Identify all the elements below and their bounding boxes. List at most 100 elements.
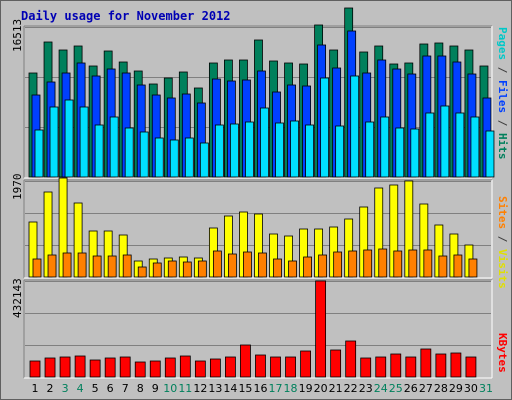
- pages-bar: [380, 116, 390, 178]
- x-tick-label: 6: [107, 382, 114, 395]
- x-tick-label: 20: [314, 382, 328, 395]
- pages-bar: [275, 122, 284, 178]
- kbytes-bar: [255, 354, 266, 378]
- sites-bar: [212, 250, 222, 278]
- kbytes-bar: [345, 340, 357, 378]
- pages-bar: [154, 137, 164, 178]
- x-tick-label: 17: [269, 382, 283, 395]
- sites-bar: [408, 249, 418, 278]
- pages-bar: [440, 105, 450, 178]
- pages-bar: [230, 123, 239, 178]
- x-tick-label: 28: [434, 382, 448, 395]
- x-tick-label: 29: [449, 382, 463, 395]
- pages-bar: [169, 139, 179, 178]
- sites-bar: [378, 248, 388, 278]
- sites-bar: [137, 266, 147, 278]
- pages-bar: [49, 106, 59, 178]
- sites-bar: [363, 249, 373, 278]
- kbytes-bar: [375, 356, 387, 378]
- pages-bar: [485, 130, 495, 178]
- pages-bar: [214, 124, 224, 178]
- x-tick-label: 30: [464, 382, 478, 395]
- kbytes-bar: [74, 355, 86, 378]
- x-tick-label: 24: [374, 382, 388, 395]
- kbytes-bar: [164, 357, 176, 378]
- x-tick-label: 1: [32, 382, 39, 395]
- sites-bar: [167, 260, 177, 278]
- pages-bar: [305, 124, 314, 178]
- x-tick-label: 13: [208, 382, 222, 395]
- sites-bar: [303, 256, 312, 278]
- x-tick-label: 25: [389, 382, 403, 395]
- y-max-label-panel2: 1970: [11, 173, 24, 201]
- sites-bar: [393, 250, 403, 278]
- legend-part: Visits: [496, 249, 509, 289]
- kbytes-bar: [134, 361, 146, 378]
- sites-bar: [92, 255, 102, 278]
- sites-bar: [423, 249, 433, 278]
- pages-bar: [34, 129, 44, 178]
- legend-sites-visits: Sites / Visits: [496, 196, 509, 289]
- x-tick-label: 27: [419, 382, 433, 395]
- x-tick-label: 3: [62, 382, 69, 395]
- pages-bar: [320, 77, 330, 178]
- kbytes-bar: [194, 360, 206, 378]
- pages-bar: [79, 106, 89, 178]
- pages-bar: [410, 128, 420, 178]
- kbytes-bar: [450, 352, 462, 378]
- kbytes-bar: [179, 355, 191, 378]
- x-tick-label: 22: [344, 382, 358, 395]
- pages-bar: [184, 137, 194, 178]
- pages-bar: [350, 75, 360, 178]
- legend-part: Hits: [496, 133, 509, 160]
- sites-bar: [333, 251, 343, 278]
- kbytes-bar: [104, 357, 116, 378]
- legend-part: Pages: [496, 27, 509, 61]
- kbytes-bar: [119, 356, 131, 378]
- kbytes-bar: [465, 356, 477, 378]
- pages-bar: [124, 127, 134, 178]
- legend-part: /: [496, 229, 509, 249]
- sites-bar: [47, 254, 57, 278]
- x-tick-label: 26: [404, 382, 418, 395]
- pages-bar: [139, 131, 149, 178]
- x-tick-label: 4: [77, 382, 84, 395]
- pages-bar: [109, 116, 119, 178]
- legend-part: /: [496, 113, 509, 133]
- sites-bar: [453, 254, 463, 278]
- sites-bar: [468, 258, 478, 278]
- kbytes-bar: [225, 356, 236, 378]
- sites-bar: [348, 250, 358, 278]
- kbytes-bar: [149, 360, 161, 378]
- sites-bar: [228, 253, 237, 278]
- x-tick-label: 9: [152, 382, 159, 395]
- x-tick-label: 23: [359, 382, 373, 395]
- y-max-label-panel1: 16513: [11, 18, 24, 52]
- x-tick-label: 15: [238, 382, 252, 395]
- kbytes-bar: [435, 353, 447, 378]
- pages-bar: [365, 121, 375, 178]
- legend-part: Files: [496, 80, 509, 114]
- x-tick-label: 16: [253, 382, 267, 395]
- legend-part: Sites: [496, 196, 509, 230]
- kbytes-bar: [330, 349, 342, 378]
- kbytes-bar: [285, 356, 296, 378]
- pages-bar: [425, 112, 435, 178]
- sites-bar: [32, 258, 42, 278]
- kbytes-bar: [300, 350, 311, 378]
- sites-bar: [62, 252, 72, 278]
- y-max-label-panel3: 432143: [11, 278, 24, 318]
- kbytes-bar: [405, 356, 417, 378]
- pages-bar: [335, 125, 345, 178]
- kbytes-bar: [209, 358, 221, 378]
- kbytes-bar: [29, 360, 41, 378]
- sites-bar: [152, 262, 162, 278]
- x-tick-label: 21: [329, 382, 343, 395]
- pages-bar: [470, 116, 480, 178]
- legend-part: KBytes: [496, 333, 509, 373]
- pages-bar: [395, 127, 405, 178]
- sites-bar: [258, 252, 267, 278]
- sites-bar: [107, 255, 117, 278]
- kbytes-bar: [420, 348, 432, 378]
